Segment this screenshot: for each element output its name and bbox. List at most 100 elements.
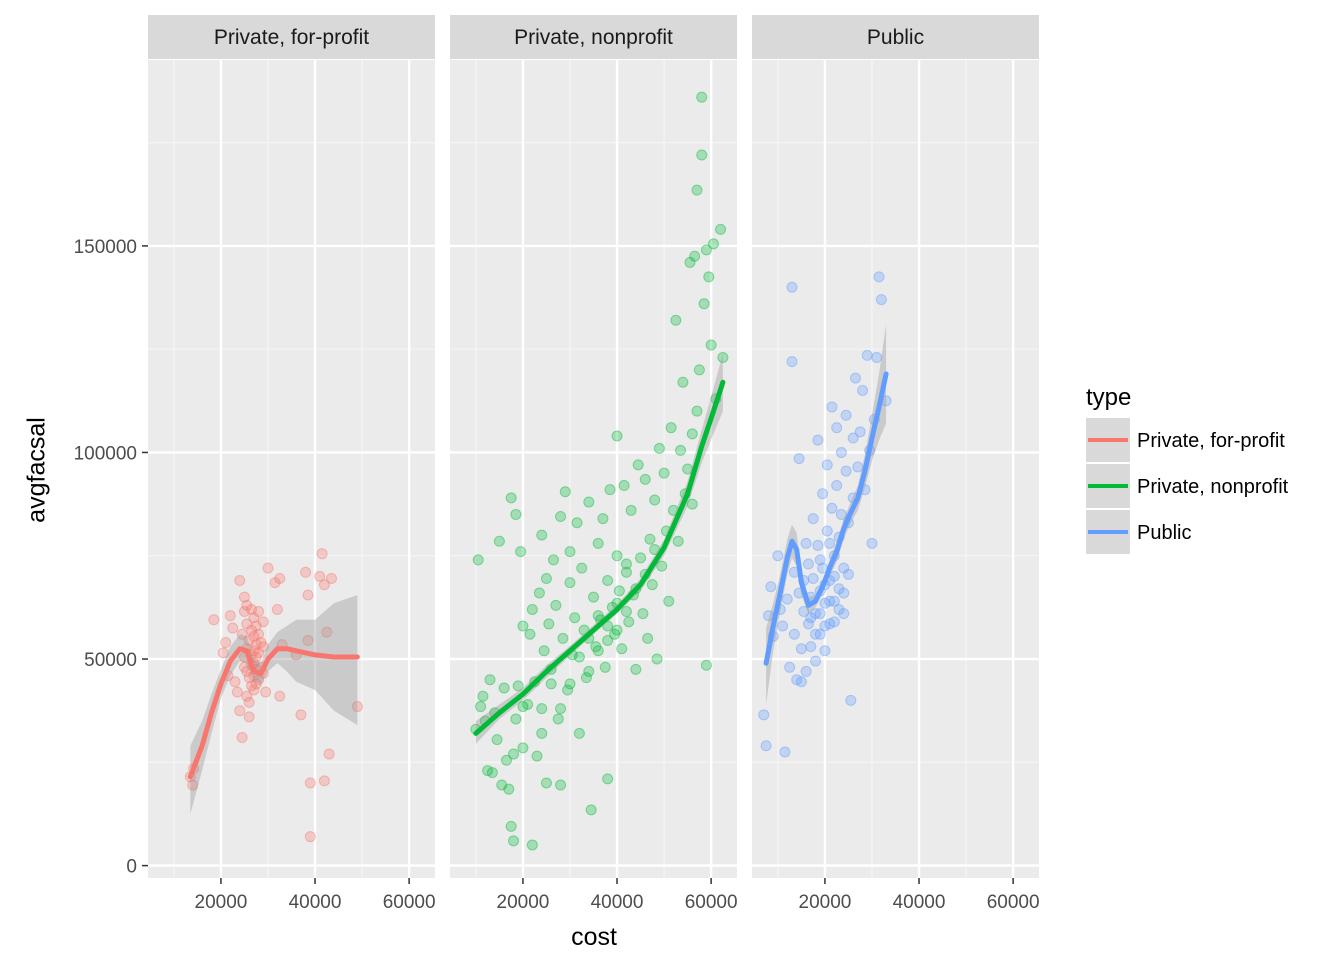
- data-point: [866, 537, 878, 549]
- data-point: [231, 686, 243, 698]
- data-point: [599, 661, 611, 673]
- data-point: [700, 659, 712, 671]
- data-point: [486, 767, 498, 779]
- data-point: [510, 508, 522, 520]
- data-point: [533, 587, 545, 599]
- data-point: [828, 616, 840, 628]
- data-point: [515, 546, 527, 558]
- data-point: [760, 740, 772, 752]
- x-tick-label: 40000: [289, 892, 342, 913]
- data-point: [524, 628, 536, 640]
- data-point: [646, 579, 658, 591]
- data-point: [592, 537, 604, 549]
- data-point: [861, 349, 873, 361]
- data-point: [784, 661, 796, 673]
- data-point: [838, 562, 850, 574]
- facet-panel-public: Public 20000 40000 60000: [752, 15, 1040, 913]
- data-point: [248, 630, 260, 642]
- data-point: [670, 314, 682, 326]
- data-point: [777, 620, 789, 632]
- data-point: [715, 223, 727, 235]
- x-tick-label: 20000: [799, 892, 852, 913]
- data-point: [703, 271, 715, 283]
- data-point: [850, 372, 862, 384]
- data-point: [583, 496, 595, 508]
- y-axis-title: avgfacsal: [23, 417, 51, 523]
- data-point: [580, 672, 592, 684]
- data-point: [325, 572, 337, 584]
- data-point: [592, 645, 604, 657]
- data-point: [696, 149, 708, 161]
- data-point: [805, 612, 817, 624]
- data-point: [857, 385, 869, 397]
- data-point: [814, 608, 826, 620]
- data-point: [318, 775, 330, 787]
- x-axis-ticks: 20000 40000 60000: [799, 878, 1040, 913]
- data-point: [800, 537, 812, 549]
- data-point: [665, 422, 677, 434]
- data-point: [536, 529, 548, 541]
- panel-background: [450, 60, 737, 878]
- data-point: [819, 597, 831, 609]
- data-point: [257, 616, 269, 628]
- data-point: [246, 680, 258, 692]
- data-point: [271, 603, 283, 615]
- y-tick-label: 0: [126, 857, 137, 878]
- smooth-line: [763, 371, 889, 666]
- data-point: [545, 678, 557, 690]
- data-point: [550, 599, 562, 611]
- data-point: [810, 608, 822, 620]
- panel-background: [752, 60, 1039, 878]
- facet-strip-label: Private, for-profit: [214, 26, 369, 49]
- data-point: [840, 465, 852, 477]
- data-point: [620, 566, 632, 578]
- data-point: [526, 839, 538, 851]
- data-point: [260, 686, 272, 698]
- data-point: [573, 727, 585, 739]
- data-point: [875, 294, 887, 306]
- data-points: [470, 91, 729, 851]
- data-point: [505, 820, 517, 832]
- data-point: [632, 459, 644, 471]
- panel-data: [758, 271, 892, 758]
- data-point: [536, 703, 548, 715]
- data-point: [236, 628, 248, 640]
- data-point: [564, 577, 576, 589]
- data-point: [243, 711, 255, 723]
- x-tick-label: 40000: [591, 892, 644, 913]
- data-point: [208, 614, 220, 626]
- data-point: [788, 628, 800, 640]
- facet-strip: [450, 15, 737, 59]
- data-point: [637, 608, 649, 620]
- data-point: [772, 550, 784, 562]
- data-point: [700, 244, 712, 256]
- data-point: [555, 703, 567, 715]
- data-point: [705, 339, 717, 351]
- data-point: [234, 705, 246, 717]
- data-point: [625, 504, 637, 516]
- data-point: [562, 684, 574, 696]
- data-point: [807, 513, 819, 525]
- data-point: [795, 643, 807, 655]
- data-point: [484, 674, 496, 686]
- data-point: [531, 750, 543, 762]
- data-point: [831, 480, 843, 492]
- data-point: [604, 484, 616, 496]
- data-point: [707, 238, 719, 250]
- data-point: [826, 502, 838, 514]
- data-point: [656, 560, 668, 572]
- x-axis-ticks: 20000 40000 60000: [195, 878, 436, 913]
- data-point: [675, 444, 687, 456]
- legend-entry-private-for-profit: Private, for-profit: [1086, 418, 1285, 462]
- data-point: [510, 713, 522, 725]
- x-axis-ticks: 20000 40000 60000: [497, 878, 738, 913]
- data-point: [243, 672, 255, 684]
- legend-title: type: [1086, 384, 1131, 411]
- data-point: [475, 701, 487, 713]
- data-point: [253, 606, 265, 618]
- data-point: [512, 680, 524, 692]
- data-point: [653, 442, 665, 454]
- data-point: [498, 682, 510, 694]
- data-point: [241, 690, 253, 702]
- data-point: [807, 572, 819, 584]
